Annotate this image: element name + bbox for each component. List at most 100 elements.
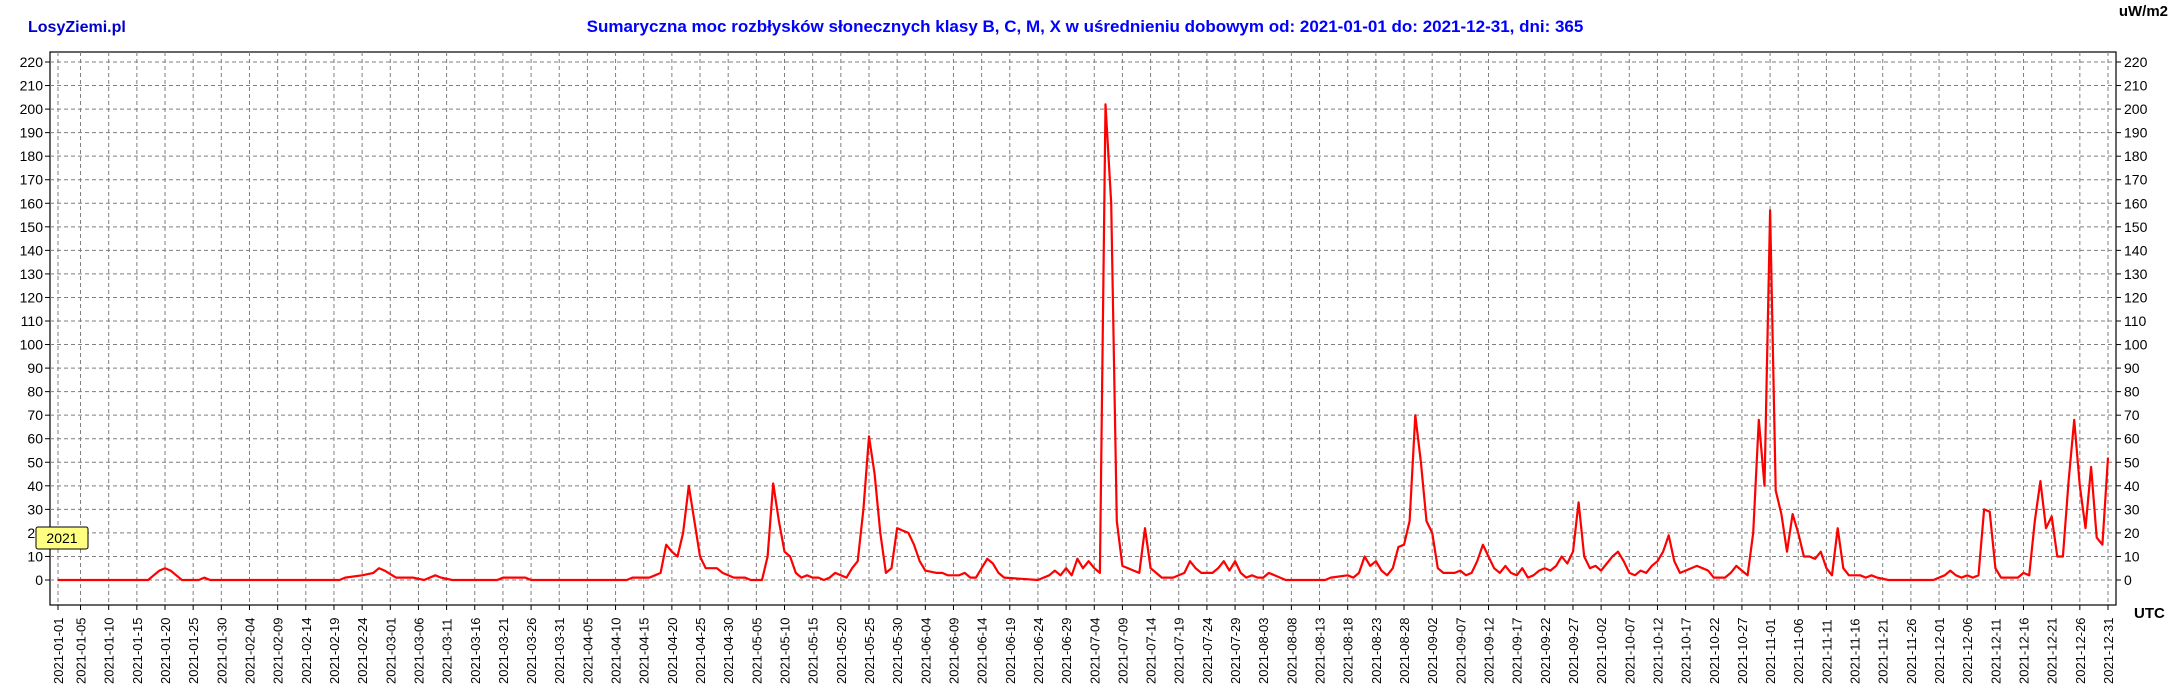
y-tick-label-right: 70 (2124, 407, 2140, 423)
x-tick-label: 2021-02-19 (327, 618, 342, 685)
x-tick-label: 2021-02-24 (355, 618, 370, 685)
y-axis-left: 0102030405060708090100110120130140150160… (20, 54, 50, 588)
y-tick-label-right: 60 (2124, 431, 2140, 447)
x-tick-label: 2021-05-05 (749, 618, 764, 685)
x-tick-label: 2021-01-20 (158, 618, 173, 685)
x-tick-label: 2021-03-31 (552, 618, 567, 685)
y-tick-label-left: 130 (20, 266, 44, 282)
x-tick-label: 2021-12-01 (1932, 618, 1947, 685)
x-tick-label: 2021-05-20 (834, 618, 849, 685)
x-tick-label: 2021-09-22 (1538, 618, 1553, 685)
y-tick-label-right: 100 (2124, 337, 2148, 353)
y-tick-label-right: 10 (2124, 548, 2140, 564)
x-tick-label: 2021-04-10 (609, 618, 624, 685)
x-tick-label: 2021-08-13 (1313, 618, 1328, 685)
x-tick-label: 2021-06-24 (1031, 618, 1046, 685)
series-line (58, 103, 2110, 582)
y-tick-label-right: 120 (2124, 289, 2148, 305)
y-unit-label: uW/m2 (2119, 3, 2168, 20)
x-tick-label: 2021-08-03 (1256, 618, 1271, 685)
x-tick-label: 2021-05-30 (890, 618, 905, 685)
x-tick-label: 2021-03-21 (496, 618, 511, 685)
x-tick-label: 2021-11-01 (1763, 618, 1778, 684)
y-tick-label-left: 180 (20, 148, 44, 164)
x-tick-label: 2021-12-26 (2073, 618, 2088, 685)
x-tick-label: 2021-10-07 (1622, 618, 1637, 685)
x-tick-label: 2021-03-06 (411, 618, 426, 685)
x-tick-label: 2021-03-26 (524, 618, 539, 685)
y-tick-label-right: 140 (2124, 242, 2148, 258)
x-tick-label: 2021-10-17 (1679, 618, 1694, 685)
y-tick-label-right: 200 (2124, 101, 2148, 117)
x-tick-label: 2021-07-29 (1228, 618, 1243, 685)
x-tick-label: 2021-06-14 (975, 617, 990, 684)
x-tick-label: 2021-03-01 (383, 618, 398, 685)
x-tick-label: 2021-05-10 (778, 618, 793, 685)
y-tick-label-left: 60 (27, 431, 43, 447)
y-tick-label-left: 150 (20, 219, 44, 235)
y-tick-label-right: 170 (2124, 172, 2148, 188)
x-tick-label: 2021-09-07 (1453, 618, 1468, 685)
y-tick-label-left: 110 (21, 313, 44, 329)
y-tick-label-left: 70 (27, 407, 43, 423)
plot-frame (49, 51, 2117, 606)
x-tick-label: 2021-08-18 (1341, 618, 1356, 685)
y-tick-label-right: 110 (2124, 313, 2147, 329)
y-tick-label-right: 220 (2124, 54, 2148, 70)
y-tick-label-right: 150 (2124, 219, 2148, 235)
x-tick-label: 2021-10-27 (1735, 618, 1750, 685)
x-tick-label: 2021-08-28 (1397, 618, 1412, 685)
y-tick-label-left: 170 (20, 172, 44, 188)
x-tick-label: 2021-09-17 (1510, 618, 1525, 685)
x-tick-label: 2021-02-09 (271, 618, 286, 685)
x-tick-label: 2021-04-20 (665, 618, 680, 685)
x-tick-label: 2021-06-09 (946, 618, 961, 685)
x-tick-label: 2021-01-05 (74, 618, 89, 685)
x-tick-label: 2021-12-06 (1960, 618, 1975, 685)
x-tick-label: 2021-01-10 (102, 618, 117, 685)
y-tick-label-left: 50 (27, 454, 43, 470)
x-tick-label: 2021-11-11 (1819, 619, 1834, 684)
x-tick-label: 2021-05-15 (806, 618, 821, 685)
x-tick-label: 2021-10-22 (1707, 618, 1722, 685)
y-tick-label-right: 80 (2124, 384, 2140, 400)
y-axis-right: 0 10 20 30 40 50 60 70 80 90 100 110 120 130 140 150 160… (2116, 54, 2148, 588)
grid (50, 52, 2116, 605)
x-tick-label: 2021-11-21 (1876, 618, 1891, 684)
y-tick-label-left: 210 (20, 78, 44, 94)
y-tick-label-right: 20 (2124, 525, 2140, 541)
x-tick-label: 2021-03-16 (468, 618, 483, 685)
y-tick-label-right: 0 (2124, 572, 2132, 588)
y-tick-label-left: 40 (27, 478, 43, 494)
series-line-group (58, 103, 2110, 582)
brand-logo[interactable]: LosyZiemi.pl (28, 19, 126, 36)
x-axis: 2021-01-01 2021-01-05 2021-01-10 2021-01-15… (51, 605, 2116, 684)
x-tick-label: 2021-11-16 (1848, 618, 1863, 684)
y-tick-label-left: 30 (27, 501, 43, 517)
x-tick-label: 2021-06-29 (1059, 618, 1074, 685)
x-tick-label: 2021-12-31 (2101, 618, 2116, 685)
x-unit-label: UTC (2134, 605, 2165, 622)
y-tick-label-left: 120 (20, 289, 44, 305)
x-tick-label: 2021-08-08 (1284, 618, 1299, 685)
x-tick-label: 2021-03-11 (440, 618, 455, 684)
y-tick-label-left: 90 (27, 360, 43, 376)
x-tick-label: 2021-01-01 (51, 618, 66, 685)
x-tick-label: 2021-04-15 (637, 618, 652, 685)
x-tick-label: 2021-11-26 (1904, 618, 1919, 684)
year-badge-label: 2021 (46, 530, 77, 546)
y-tick-label-right: 160 (2124, 195, 2148, 211)
x-tick-label: 2021-04-05 (580, 618, 595, 685)
y-tick-label-right: 190 (2124, 125, 2148, 141)
x-tick-label: 2021-08-23 (1369, 618, 1384, 685)
x-tick-label: 2021-11-06 (1791, 618, 1806, 684)
x-tick-label: 2021-02-04 (242, 618, 257, 685)
x-tick-label: 2021-06-19 (1003, 618, 1018, 684)
y-tick-label-left: 200 (20, 101, 44, 117)
x-tick-label: 2021-04-30 (721, 618, 736, 685)
y-tick-label-right: 130 (2124, 266, 2148, 282)
x-tick-label: 2021-12-16 (2017, 618, 2032, 685)
x-tick-label: 2021-09-12 (1481, 618, 1496, 685)
x-tick-label: 2021-06-04 (918, 618, 933, 685)
x-tick-label: 2021-10-12 (1650, 618, 1665, 685)
